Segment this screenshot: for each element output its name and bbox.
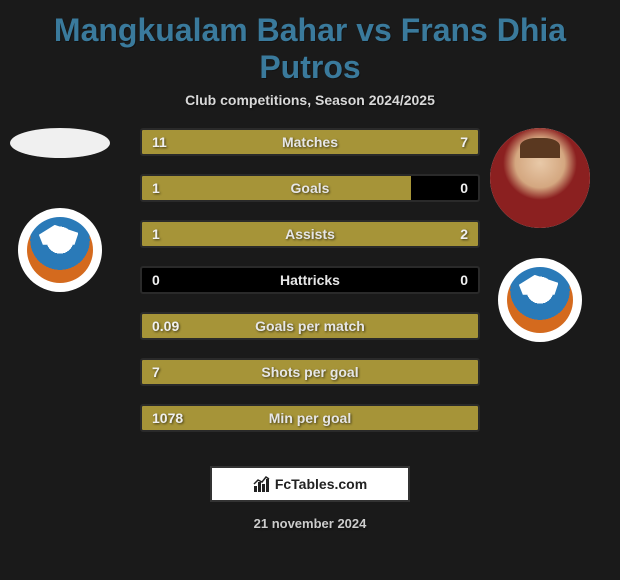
stat-value-right	[458, 360, 478, 384]
stat-label: Hattricks	[142, 268, 478, 292]
stat-bar: 0Hattricks0	[140, 266, 480, 294]
stat-bar: 0.09Goals per match	[140, 312, 480, 340]
stat-bar: 1078Min per goal	[140, 404, 480, 432]
player-left-avatar	[10, 128, 110, 158]
stat-label: Shots per goal	[142, 360, 478, 384]
fctables-logo: FcTables.com	[210, 466, 410, 502]
chart-icon	[253, 475, 271, 493]
date-label: 21 november 2024	[0, 516, 620, 531]
stat-label: Matches	[142, 130, 478, 154]
player-face-icon	[490, 128, 590, 228]
logo-text: FcTables.com	[275, 476, 367, 492]
stat-value-right: 7	[450, 130, 478, 154]
stat-value-right: 2	[450, 222, 478, 246]
comparison-area: 11Matches71Goals01Assists20Hattricks00.0…	[0, 128, 620, 458]
stat-bar: 7Shots per goal	[140, 358, 480, 386]
stats-bars: 11Matches71Goals01Assists20Hattricks00.0…	[140, 128, 480, 450]
stat-label: Goals	[142, 176, 478, 200]
club-crest-left	[18, 208, 102, 292]
stat-label: Assists	[142, 222, 478, 246]
player-right-avatar	[490, 128, 590, 228]
stat-label: Goals per match	[142, 314, 478, 338]
stat-value-right: 0	[450, 176, 478, 200]
stat-bar: 1Assists2	[140, 220, 480, 248]
stat-bar: 11Matches7	[140, 128, 480, 156]
stat-label: Min per goal	[142, 406, 478, 430]
stat-value-right	[458, 406, 478, 430]
club-crest-right	[498, 258, 582, 342]
page-title: Mangkualam Bahar vs Frans Dhia Putros	[0, 0, 620, 92]
stat-value-right: 0	[450, 268, 478, 292]
stat-bar: 1Goals0	[140, 174, 480, 202]
horse-crest-icon	[27, 217, 93, 283]
horse-crest-icon	[507, 267, 573, 333]
subtitle: Club competitions, Season 2024/2025	[0, 92, 620, 108]
stat-value-right	[458, 314, 478, 338]
